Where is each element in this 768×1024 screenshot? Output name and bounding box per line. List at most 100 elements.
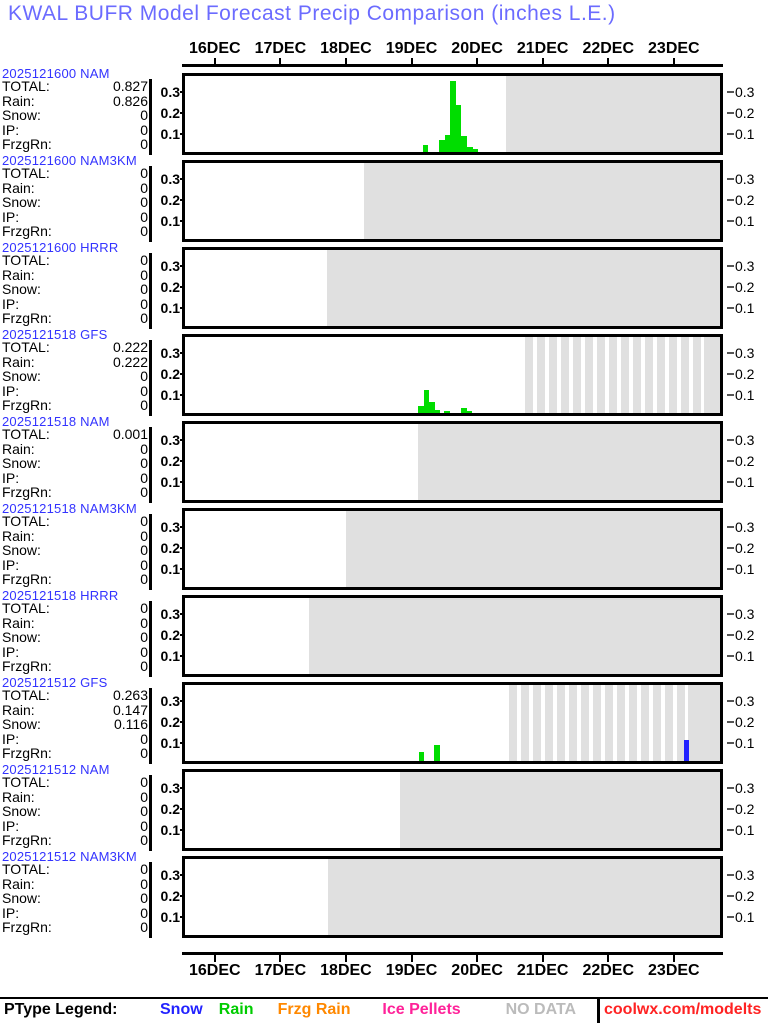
stat-key: TOTAL: (2, 861, 50, 877)
date-tick (607, 58, 610, 65)
stat-row: Rain: 0 (2, 441, 148, 457)
stat-value: 0 (140, 861, 148, 877)
stat-value: 0 (140, 310, 148, 327)
stat-value: 0 (140, 513, 148, 529)
model-name: NAM3KM (76, 153, 137, 168)
y-tick-mark-right (727, 393, 734, 396)
no-data-region (328, 859, 720, 935)
panel-run-label: 2025121518 GFS (2, 327, 107, 342)
stat-value: 0 (140, 382, 148, 399)
panel-plot-area (182, 856, 723, 938)
stat-value: 0 (140, 774, 148, 790)
panel-run-label: 2025121600 NAM (2, 66, 110, 81)
stat-row: FrzgRn: 0 (2, 485, 148, 500)
stat-row: FrzgRn: 0 (2, 833, 148, 848)
stat-row: IP: 0 (2, 558, 148, 573)
run-id: 2025121518 (2, 588, 77, 603)
no-data-region (506, 76, 720, 152)
stat-key: TOTAL: (2, 687, 50, 703)
precip-bar-rain (423, 390, 430, 413)
stat-value: 0 (140, 600, 148, 616)
stat-key: FrzgRn: (2, 919, 52, 936)
run-id: 2025121518 (2, 501, 77, 516)
panel-plot-area (182, 595, 723, 677)
precip-bar-rain (439, 139, 445, 152)
y-axis-right: 0.3 0.2 0.1 (727, 79, 768, 155)
stat-row: FrzgRn: 0 (2, 572, 148, 587)
stat-key: IP: (2, 556, 20, 573)
stat-key: Rain: (2, 527, 35, 544)
stat-value: 0 (140, 788, 148, 805)
y-tick-label-right: 0.1 (735, 386, 755, 403)
y-tick-label: 0.2 (160, 539, 180, 556)
y-tick-label-right: 0.3 (735, 692, 755, 709)
precip-bar-rain (461, 408, 467, 413)
stat-row: Rain: 0 (2, 266, 148, 283)
no-data-region (345, 511, 720, 587)
stat-row: FrzgRn: 0 (2, 746, 148, 761)
date-label-23dec: 23DEC (648, 962, 700, 979)
stat-key: Rain: (2, 92, 35, 109)
panel-run-label: 2025121600 HRRR (2, 240, 118, 255)
y-tick-label: 0.3 (160, 518, 180, 535)
stat-value: 0 (140, 266, 148, 283)
model-panel: 2025121512 GFS TOTAL: 0.263 Rain: 0.147 Snow:… (0, 675, 768, 764)
precip-bar-rain (461, 136, 467, 152)
stat-row: Snow: 0 (2, 282, 148, 297)
stat-row: TOTAL: 0.222 (2, 340, 148, 355)
stat-key: IP: (2, 121, 20, 138)
no-data-region (703, 337, 720, 413)
y-tick-mark-right (727, 480, 734, 483)
stats-divider (149, 688, 152, 764)
stat-key: FrzgRn: (2, 832, 52, 849)
stat-key: Rain: (2, 788, 35, 805)
model-name: NAM3KM (76, 501, 137, 516)
bottom-axis-line (182, 952, 723, 955)
stat-key: FrzgRn: (2, 571, 52, 588)
stat-key: IP: (2, 295, 20, 312)
stat-value: 0 (140, 165, 148, 181)
stat-row: IP: 0 (2, 819, 148, 834)
stat-value: 0 (140, 121, 148, 138)
y-axis-right: 0.3 0.2 0.1 (727, 688, 768, 764)
y-tick-mark-right (727, 351, 734, 354)
stat-value: 0 (140, 571, 148, 588)
precip-bar-rain (466, 410, 473, 413)
y-tick-label-right: 0.3 (735, 344, 755, 361)
y-tick-mark-right (727, 177, 734, 180)
stat-row: Rain: 0 (2, 527, 148, 544)
date-tick (607, 955, 610, 962)
y-axis-right: 0.3 0.2 0.1 (727, 427, 768, 503)
stat-value: 0.147 (112, 701, 148, 718)
y-tick-label-right: 0.3 (735, 170, 755, 187)
stat-value: 0.116 (114, 716, 148, 733)
panel-stats: TOTAL: 0 Rain: 0 Snow: 0 IP: 0 FrzgRn: 0 (2, 775, 148, 848)
y-tick-label-right: 0.2 (735, 800, 755, 817)
y-tick-label-right: 0.1 (735, 560, 755, 577)
stat-value: 0 (140, 817, 148, 834)
stat-key: TOTAL: (2, 252, 50, 268)
model-name: HRRR (76, 588, 119, 603)
legend-item-snow: Snow (160, 1001, 203, 1018)
date-tick (344, 955, 347, 962)
legend-prefix: PType Legend: (4, 1001, 118, 1018)
y-tick-label: 0.1 (160, 473, 180, 490)
date-tick (476, 58, 479, 65)
no-data-region (364, 163, 720, 239)
stat-row: IP: 0 (2, 471, 148, 486)
stat-key: Rain: (2, 353, 35, 370)
stat-key: TOTAL: (2, 426, 50, 442)
y-axis-right: 0.3 0.2 0.1 (727, 775, 768, 851)
top-date-axis: 16DEC 17DEC 18DEC 19DEC 20DEC 21DEC 22DEC 23DEC (0, 40, 768, 68)
date-tick (410, 955, 413, 962)
y-tick-mark-right (727, 546, 734, 549)
stat-value: 0.222 (112, 339, 148, 355)
y-tick-label-right: 0.2 (735, 278, 755, 295)
run-id: 2025121518 (2, 327, 77, 342)
stat-key: Snow: (2, 716, 41, 733)
date-tick (476, 955, 479, 962)
date-tick (213, 58, 216, 65)
stat-value: 0 (140, 556, 148, 573)
stat-row: IP: 0 (2, 297, 148, 312)
